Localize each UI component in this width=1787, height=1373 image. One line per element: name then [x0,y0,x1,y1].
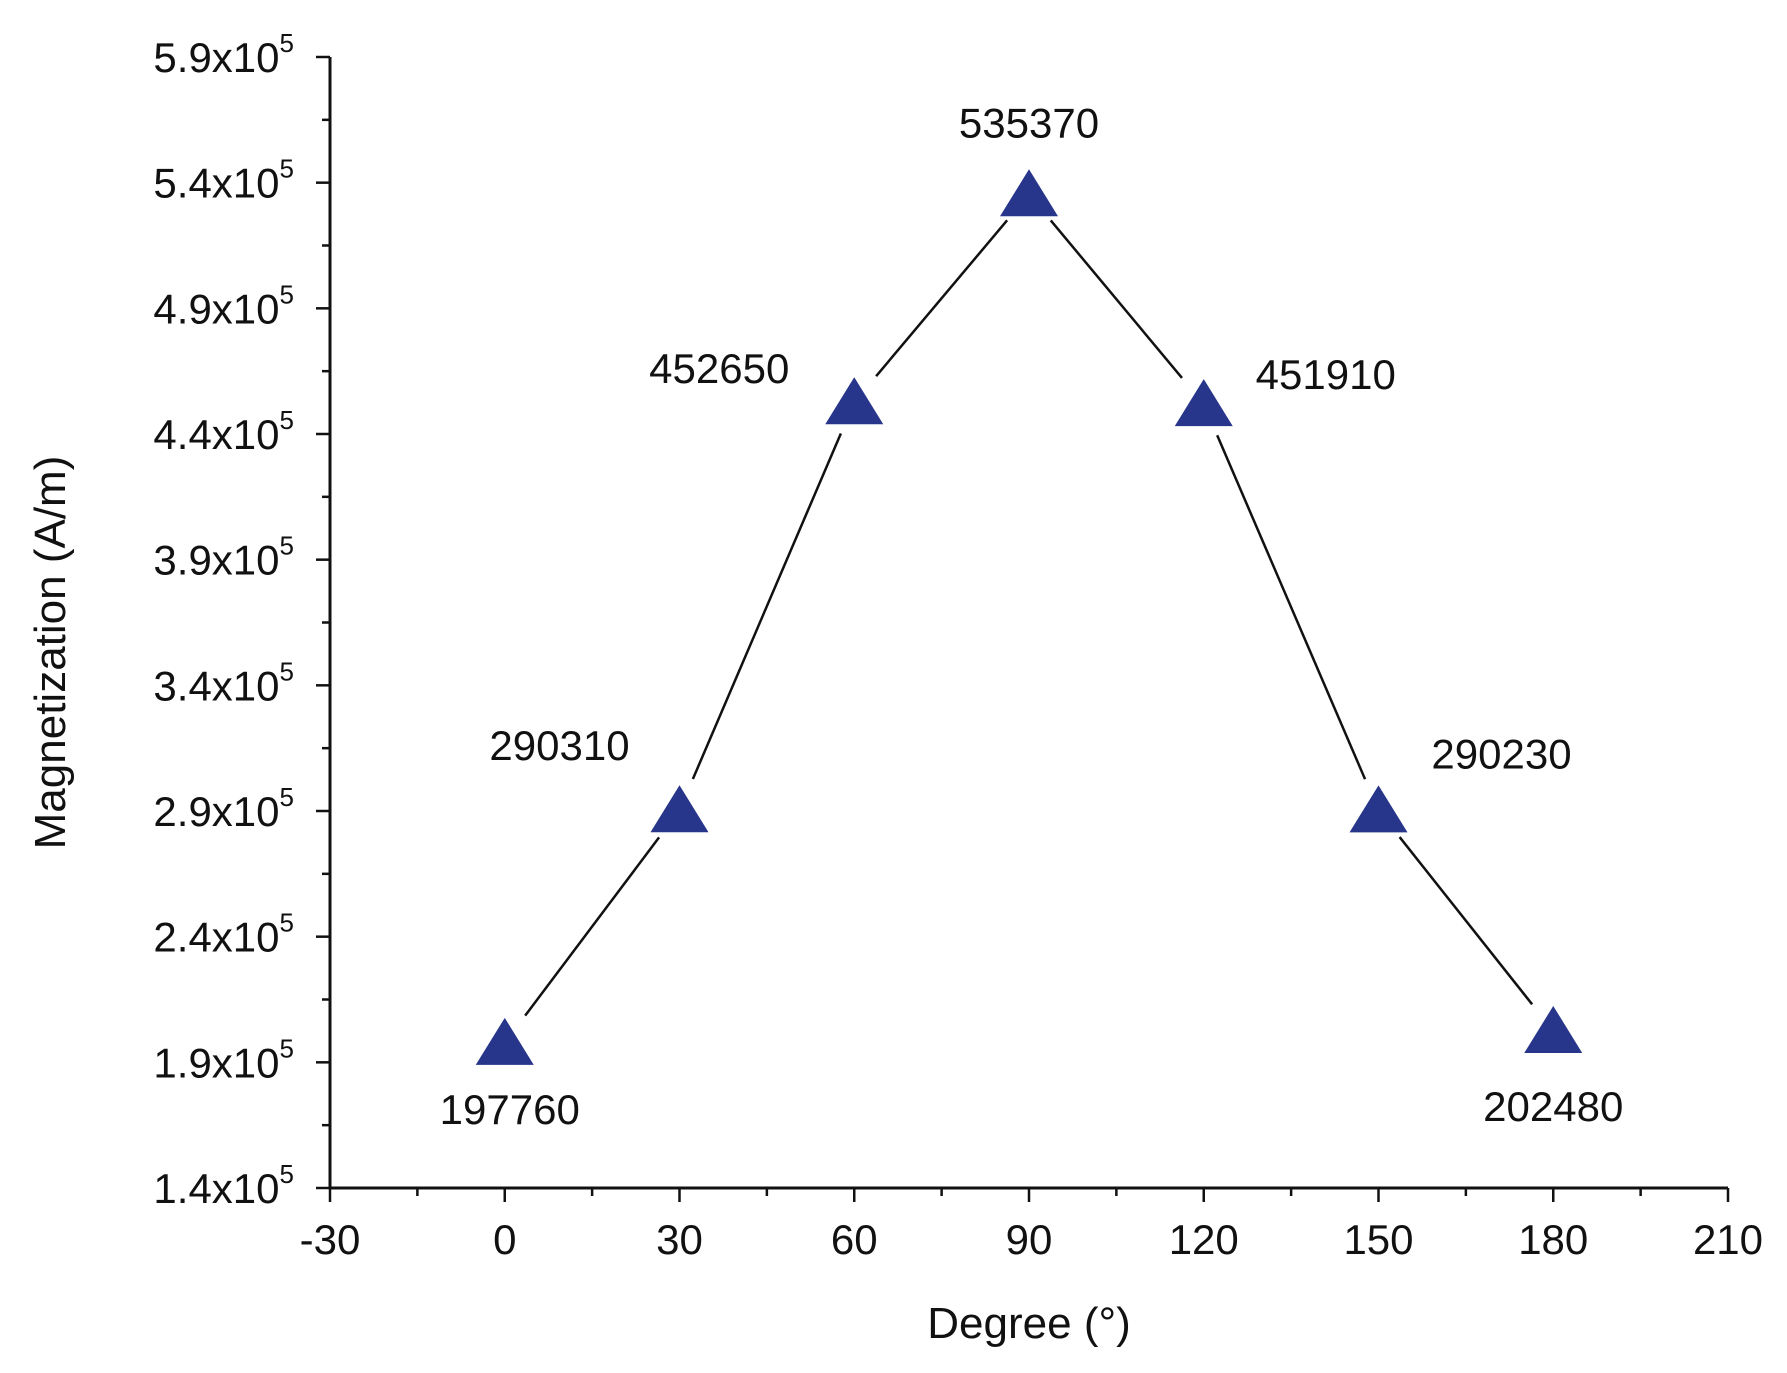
data-point [650,785,709,833]
data-label: 197760 [440,1086,580,1133]
y-axis-title: Magnetization (A/m) [26,456,75,850]
x-tick-label: 30 [656,1216,703,1263]
y-tick-label: 4.4x105 [153,405,294,458]
y-tick-label: 3.4x105 [153,656,294,709]
data-point [825,377,884,425]
y-tick-exponent: 5 [280,279,294,309]
y-tick-label: 1.4x105 [153,1159,294,1212]
y-tick-exponent: 5 [280,908,294,938]
y-tick-label: 1.9x105 [153,1033,294,1086]
x-tick-label: 90 [1006,1216,1053,1263]
y-tick-exponent: 5 [280,1033,294,1063]
x-tick-label: 210 [1693,1216,1763,1263]
y-tick-label: 2.9x105 [153,782,294,835]
y-tick-label: 3.9x105 [153,531,294,584]
y-tick-exponent: 5 [280,154,294,184]
x-tick-label: -30 [300,1216,361,1263]
data-labels: 197760 290310 452650 535370 451910 290230 2024… [440,99,1624,1133]
series-segment [524,836,661,1017]
y-tick-label: 2.4x105 [153,908,294,961]
series-segment [1216,434,1367,780]
x-tick-label: 60 [831,1216,878,1263]
data-label: 535370 [959,99,1099,146]
series-segment [1049,219,1183,379]
data-point [1174,379,1233,427]
y-tick-label: 5.4x105 [153,154,294,207]
data-point [475,1017,534,1065]
x-tick-label: 120 [1169,1216,1239,1263]
x-tick-label: 150 [1343,1216,1413,1263]
data-point [1524,1005,1583,1053]
data-label: 452650 [649,345,789,392]
x-axis-title: Degree (°) [927,1299,1130,1348]
axes: -30 0 30 60 90 120 150 180 210 1.4x105 1.9x105 2.4x… [153,28,1763,1263]
x-tick-label: 180 [1518,1216,1588,1263]
data-label: 290230 [1431,730,1571,777]
series-line [524,219,1534,1017]
data-point [1000,169,1058,217]
data-label: 451910 [1256,351,1396,398]
data-markers [475,169,1583,1065]
series-segment [691,432,843,780]
y-tick-exponent: 5 [280,782,294,812]
series-segment [1398,836,1534,1006]
y-tick-label: 5.9x105 [153,28,294,81]
data-point [1349,785,1408,833]
y-tick-label: 4.9x105 [153,279,294,332]
x-tick-label: 0 [493,1216,516,1263]
y-tick-exponent: 5 [280,405,294,435]
data-label: 290310 [489,722,629,769]
y-tick-exponent: 5 [280,28,294,58]
y-tick-exponent: 5 [280,1159,294,1189]
y-tick-exponent: 5 [280,656,294,686]
series-segment [875,219,1009,377]
y-tick-exponent: 5 [280,531,294,561]
data-label: 202480 [1483,1083,1623,1130]
